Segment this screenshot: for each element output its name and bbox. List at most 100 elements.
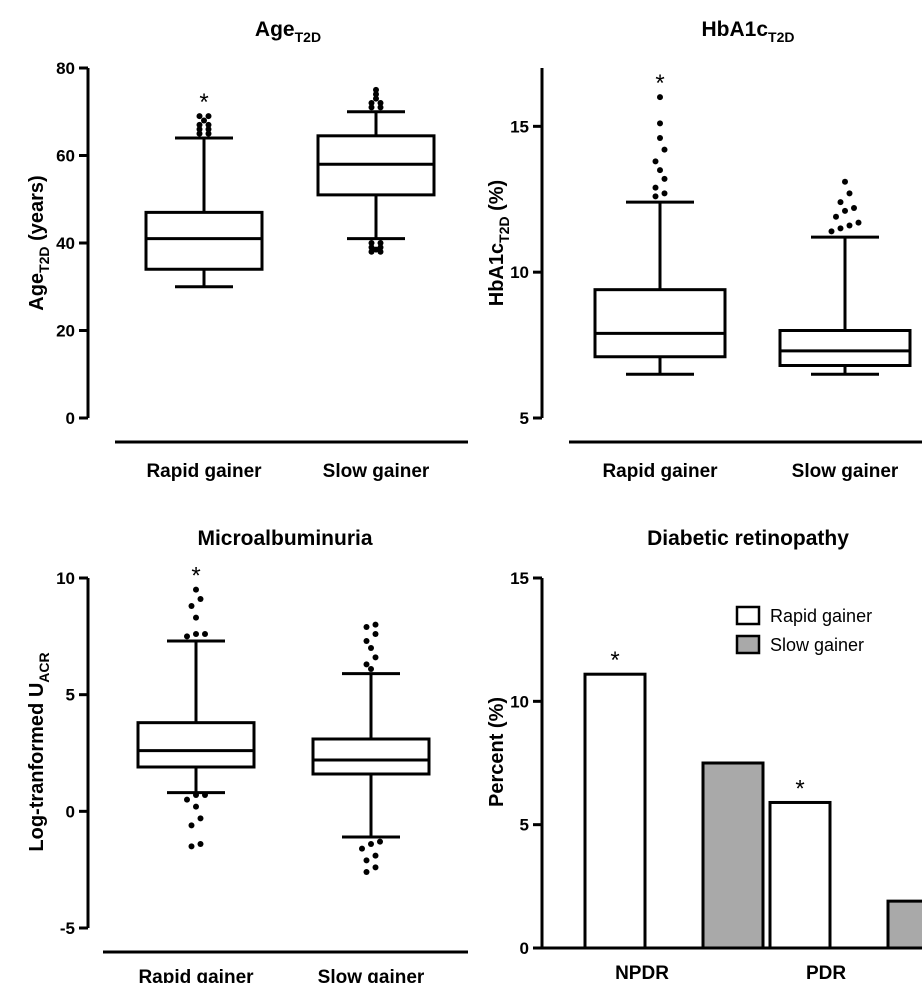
slow-gainer-outlier-point (377, 244, 384, 251)
rapid-gainer-outlier-point (652, 158, 659, 165)
y-tick-label: 0 (520, 939, 529, 958)
y-tick-label: 10 (510, 692, 529, 711)
rapid-gainer-outlier-point (193, 631, 199, 637)
age-y-ticks: 0 20 40 60 80 (56, 59, 88, 428)
y-tick-label: 40 (56, 234, 75, 253)
legend-label-slow-gainer: Slow gainer (770, 635, 864, 655)
microalbuminuria-category-label-rapid: Rapid gainer (138, 967, 254, 983)
slow-gainer-outlier-point (373, 95, 379, 102)
rapid-gainer-significance-marker: * (655, 70, 664, 97)
age-category-label-rapid: Rapid gainer (146, 461, 262, 482)
y-tick-label: -5 (60, 919, 75, 938)
rapid-gainer-outlier-point (657, 167, 663, 174)
slow-gainer-outlier-point (377, 248, 384, 255)
rapid-gainer-box (136, 721, 256, 769)
rapid-gainer-outlier-point (652, 184, 659, 191)
slow-gainer-outlier-point (372, 852, 379, 859)
slow-gainer-outlier-point (837, 199, 844, 206)
y-tick-label: 0 (66, 409, 75, 428)
slow-gainer-outlier-point (359, 845, 365, 852)
retinopathy-y-axis-label: Percent (%) (486, 697, 508, 807)
rapid-gainer-outlier-point (661, 175, 668, 182)
rapid-gainer-outlier-point (196, 113, 203, 120)
rapid-gainer-outlier-point (657, 94, 663, 101)
rapid-gainer-outlier-point (196, 126, 203, 133)
slow-gainer-outlier-point (373, 246, 379, 253)
rapid-gainer-outlier-point (197, 841, 204, 847)
microalbuminuria-category-label-slow: Slow gainer (318, 967, 425, 983)
rapid-gainer-outlier-point (661, 146, 668, 153)
slow-gainer-outlier-point (828, 228, 835, 235)
microalbuminuria-panel: Microalbuminuria Log-tranformed UACR -5 0… (26, 527, 468, 983)
rapid-gainer-significance-marker: * (199, 89, 208, 116)
rapid-gainer-outlier-point (202, 792, 208, 798)
age-y-axis-label: AgeT2D (years) (26, 175, 52, 310)
rapid-gainer-outlier-point (657, 135, 663, 141)
y-tick-label: 0 (66, 802, 75, 821)
rapid-gainer-outlier-point (188, 843, 195, 850)
slow-gainer-outlier-point (368, 100, 375, 106)
hba1c-panel: HbA1cT2D HbA1cT2D (%) 5 10 15 Rapid gainer… (486, 18, 922, 482)
age-boxes: * (144, 86, 436, 289)
slow-gainer-outlier-point (368, 244, 375, 251)
slow-gainer-outlier-point (363, 638, 370, 644)
slow-gainer-outlier-point (372, 654, 379, 661)
rapid-gainer-outlier-point (652, 193, 659, 200)
rapid-gainer-box (144, 210, 264, 271)
bar-rapid-gainer-pdr (768, 800, 832, 950)
hba1c-category-label-slow: Slow gainer (792, 461, 899, 482)
y-tick-label: 80 (56, 59, 75, 78)
hba1c-y-axis-label: HbA1cT2D (%) (486, 180, 512, 306)
significance-marker-rapid-gainer-npdr: * (610, 647, 619, 674)
slow-gainer-outlier-point (368, 240, 375, 246)
rapid-gainer-outlier-point (201, 117, 207, 124)
slow-gainer-outlier-point (368, 645, 374, 651)
bar-slow-gainer-npdr (701, 761, 765, 950)
slow-gainer-outlier-point (846, 222, 853, 229)
microalbuminuria-y-axis-label: Log-tranformed UACR (26, 652, 52, 851)
microalbuminuria-title: Microalbuminuria (197, 527, 372, 550)
slow-gainer-box (778, 329, 912, 367)
y-tick-label: 20 (56, 322, 75, 341)
rapid-gainer-outlier-point (188, 822, 195, 829)
slow-gainer-outlier-point (851, 205, 857, 211)
rapid-gainer-outlier-point (657, 120, 663, 127)
rapid-gainer-box (593, 288, 727, 359)
y-tick-label: 15 (510, 569, 529, 588)
slow-gainer-outlier-point (842, 178, 848, 185)
slow-gainer-outlier-point (368, 841, 374, 847)
y-tick-label: 5 (66, 686, 75, 705)
rapid-gainer-outlier-point (205, 126, 212, 133)
slow-gainer-outlier-point (842, 207, 848, 214)
rapid-gainer-outlier-point (197, 596, 204, 602)
slow-gainer-outlier-point (363, 624, 370, 630)
rapid-gainer-significance-marker: * (191, 563, 200, 590)
rapid-gainer-outlier-point (184, 796, 190, 803)
microalbuminuria-boxes: * (136, 563, 431, 875)
bar-slow-gainer-pdr (886, 899, 922, 950)
hba1c-title: HbA1cT2D (702, 18, 795, 45)
rapid-gainer-outlier-point (193, 792, 199, 798)
rapid-gainer-outlier-point (196, 121, 203, 128)
age-category-label-slow: Slow gainer (323, 461, 430, 482)
rapid-gainer-outlier-point (196, 130, 203, 137)
slow-gainer-outlier-point (368, 666, 374, 672)
slow-gainer-outlier-point (855, 219, 862, 226)
retinopathy-bars: ** (583, 647, 922, 950)
slow-gainer-outlier-point (373, 86, 379, 93)
slow-gainer-outlier-point (363, 869, 370, 875)
age-panel: AgeT2D AgeT2D (years) 0 20 40 60 80 Rapid ga… (26, 18, 468, 482)
rapid-gainer-outlier-point (205, 121, 212, 128)
rapid-gainer-outlier-point (205, 113, 212, 120)
y-tick-label: 15 (510, 117, 529, 136)
legend-label-rapid-gainer: Rapid gainer (770, 606, 872, 626)
y-tick-label: 10 (56, 569, 75, 588)
y-tick-label: 5 (520, 409, 529, 428)
retinopathy-legend: Rapid gainer Slow gainer (735, 605, 872, 655)
retinopathy-category-label-npdr: NPDR (615, 963, 669, 983)
rapid-gainer-outlier-point (202, 631, 208, 637)
slow-gainer-outlier-point (372, 631, 379, 637)
slow-gainer-outlier-point (368, 248, 375, 255)
rapid-gainer-outlier-point (205, 130, 212, 137)
